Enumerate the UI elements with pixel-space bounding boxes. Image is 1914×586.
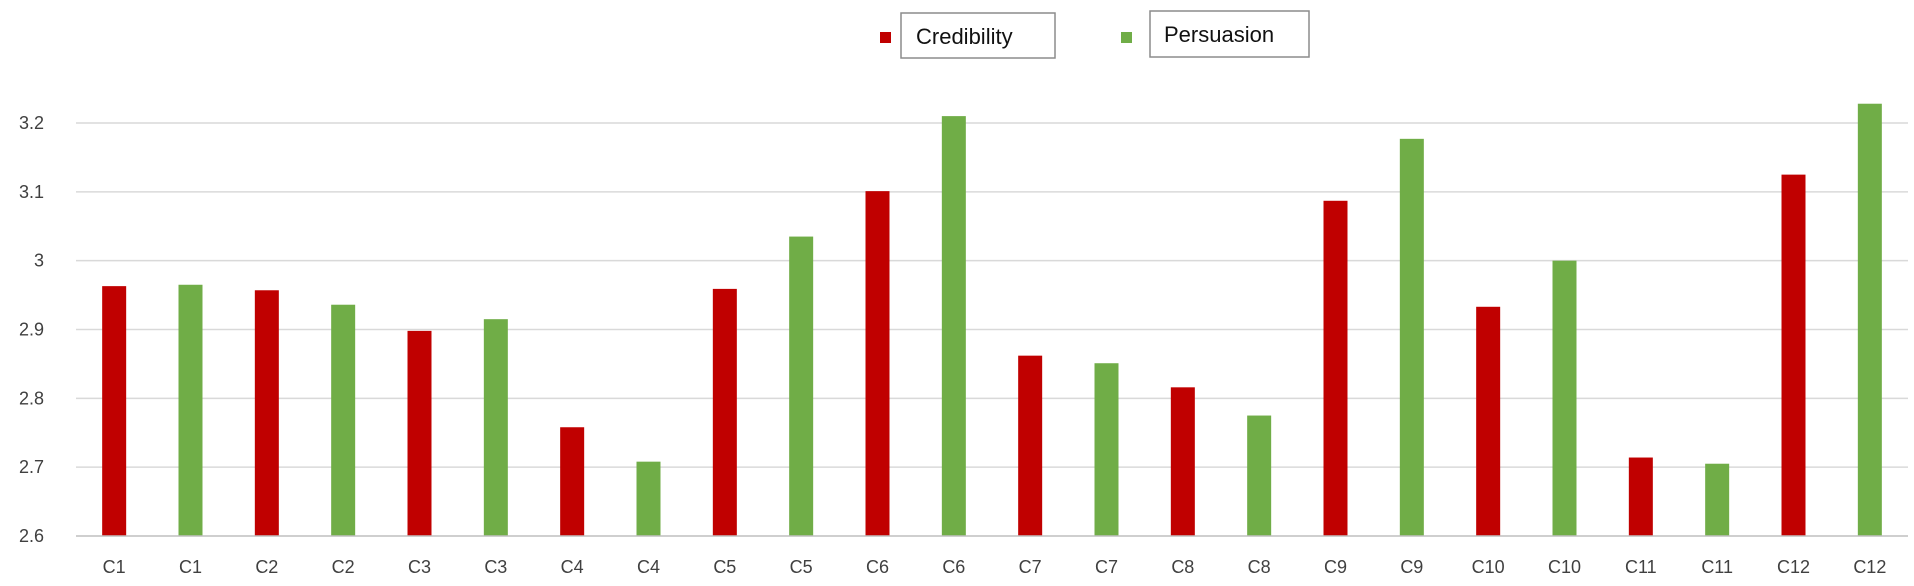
- x-tick-label: C4: [637, 557, 660, 577]
- legend-box-persuasion: [1149, 10, 1310, 58]
- bar-credibility-c5: [712, 288, 737, 536]
- bar-credibility-c1: [102, 286, 127, 536]
- bar-persuasion-c12: [1857, 103, 1882, 536]
- x-tick-label: C6: [942, 557, 965, 577]
- x-tick-label: C8: [1171, 557, 1194, 577]
- x-tick-label: C1: [103, 557, 126, 577]
- x-tick-label: C7: [1019, 557, 1042, 577]
- x-tick-label: C5: [713, 557, 736, 577]
- bar-persuasion-c6: [941, 116, 966, 536]
- bar-credibility-c7: [1018, 355, 1043, 536]
- bar-persuasion-c2: [331, 304, 356, 536]
- legend-swatch-persuasion: [1121, 32, 1132, 43]
- x-axis-ticks: C1 C1 C2 C2 C3 C3 C4 C4 C5 C5 C6 C6 C7 C7 C8 C8 C9 C9 C10 C…: [103, 557, 1887, 577]
- y-tick-label: 3.2: [19, 113, 44, 133]
- legend-item-credibility[interactable]: Credibility: [880, 12, 1056, 59]
- bar-persuasion-c11: [1705, 463, 1730, 536]
- y-tick-label: 2.9: [19, 320, 44, 340]
- bar-persuasion-c9: [1399, 138, 1424, 536]
- legend-box-credibility: [900, 12, 1056, 59]
- bar-credibility-c10: [1476, 306, 1501, 536]
- y-tick-label: 2.6: [19, 526, 44, 546]
- bar-credibility-c2: [254, 290, 279, 536]
- bar-persuasion-c4: [636, 461, 661, 536]
- y-tick-label: 2.8: [19, 388, 44, 408]
- x-tick-label: C7: [1095, 557, 1118, 577]
- y-tick-label: 3: [34, 251, 44, 271]
- legend-item-persuasion[interactable]: Persuasion: [1121, 10, 1310, 58]
- bar-persuasion-c8: [1247, 415, 1272, 536]
- x-tick-label: C2: [332, 557, 355, 577]
- x-tick-label: C12: [1853, 557, 1886, 577]
- x-tick-label: C8: [1248, 557, 1271, 577]
- bar-credibility-c11: [1628, 457, 1653, 536]
- x-tick-label: C11: [1701, 557, 1733, 577]
- bar-persuasion-c5: [789, 236, 814, 536]
- legend-label-credibility: Credibility: [916, 24, 1013, 49]
- bar-persuasion-c7: [1094, 363, 1119, 536]
- x-tick-label: C9: [1400, 557, 1423, 577]
- x-tick-label: C9: [1324, 557, 1347, 577]
- x-tick-label: C3: [484, 557, 507, 577]
- x-tick-label: C5: [790, 557, 813, 577]
- bar-credibility-c8: [1170, 387, 1195, 536]
- x-tick-label: C10: [1472, 557, 1505, 577]
- x-tick-label: C3: [408, 557, 431, 577]
- bar-credibility-c6: [865, 191, 890, 536]
- bar-persuasion-c10: [1552, 260, 1577, 536]
- x-tick-label: C4: [561, 557, 584, 577]
- x-tick-label: C6: [866, 557, 889, 577]
- x-tick-label: C12: [1777, 557, 1810, 577]
- y-axis-ticks: 2.6 2.7 2.8 2.9 3 3.1 3.2: [19, 113, 44, 546]
- x-tick-label: C1: [179, 557, 202, 577]
- y-tick-label: 3.1: [19, 182, 44, 202]
- bar-credibility-c4: [560, 427, 585, 536]
- bar-credibility-c12: [1781, 174, 1806, 536]
- bar-persuasion-c1: [178, 284, 203, 536]
- x-tick-label: C10: [1548, 557, 1581, 577]
- bars: [102, 103, 1882, 536]
- x-tick-label: C11: [1625, 557, 1657, 577]
- x-tick-label: C2: [255, 557, 278, 577]
- legend: Credibility Persuasion: [880, 10, 1310, 59]
- bar-credibility-c9: [1323, 200, 1348, 536]
- gridlines: [76, 122, 1908, 468]
- legend-swatch-credibility: [880, 32, 891, 43]
- bar-persuasion-c3: [483, 319, 508, 536]
- legend-label-persuasion: Persuasion: [1164, 22, 1274, 47]
- y-tick-label: 2.7: [19, 457, 44, 477]
- bar-credibility-c3: [407, 330, 432, 536]
